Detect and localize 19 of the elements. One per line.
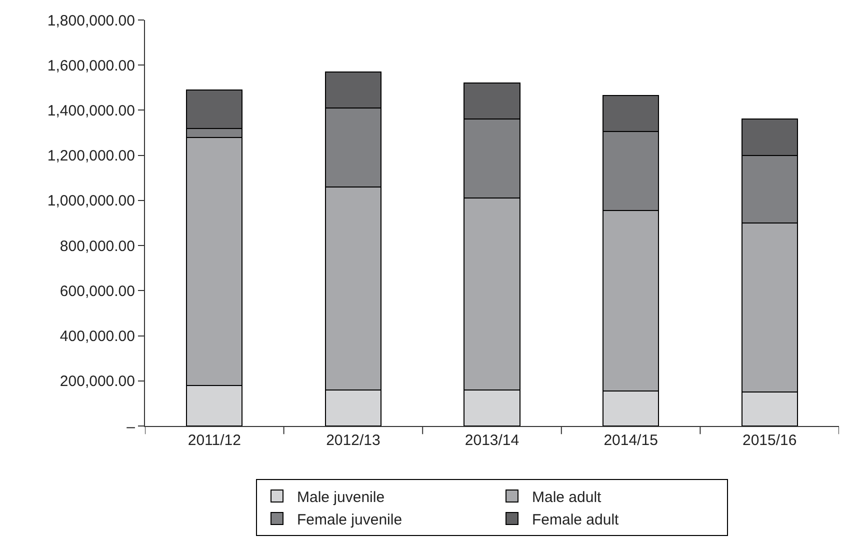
legend-label: Female adult — [532, 511, 620, 528]
x-tick-label: 2015/16 — [742, 432, 797, 449]
x-tick-label: 2014/15 — [604, 432, 658, 449]
x-tick-label: 2011/12 — [188, 432, 241, 449]
y-tick-label: 600,000.00 — [60, 282, 135, 300]
legend-label: Male adult — [532, 488, 602, 506]
y-tick-label: 1,200,000.00 — [47, 148, 135, 165]
legend-label: Male juvenile — [297, 488, 385, 506]
x-tick-label: 2012/13 — [326, 432, 380, 449]
y-tick-label: 800,000.00 — [60, 238, 135, 255]
y-tick-label: 1,400,000.00 — [47, 102, 135, 120]
y-tick-label: 1,600,000.00 — [47, 57, 135, 74]
y-tick-label: – — [126, 418, 136, 436]
y-tick-label: 1,000,000.00 — [47, 192, 135, 210]
y-tick-label: 1,800,000.00 — [47, 12, 135, 30]
x-tick-label: 2013/14 — [464, 432, 520, 449]
legend-label: Female juvenile — [297, 511, 402, 528]
y-tick-label: 200,000.00 — [60, 373, 135, 390]
y-tick-label: 400,000.00 — [60, 328, 135, 346]
